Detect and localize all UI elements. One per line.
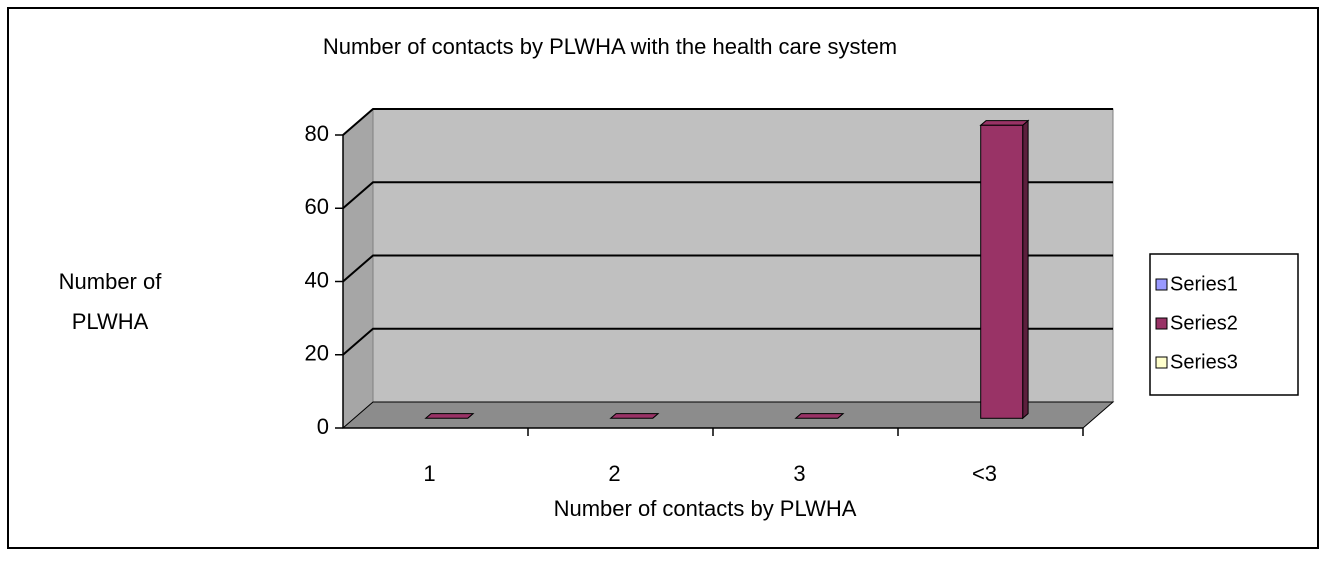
bar	[979, 119, 1030, 420]
legend-box	[1149, 253, 1299, 396]
bar-front	[980, 124, 1024, 419]
legend-label: Series3	[1170, 351, 1238, 373]
x-tick-label: <3	[972, 461, 997, 486]
bar-top	[979, 120, 1030, 126]
y-tick-label: 40	[305, 267, 329, 292]
bar-side	[1022, 119, 1029, 420]
bar-top	[424, 413, 475, 419]
bar-top	[609, 413, 660, 419]
legend-swatch	[1155, 317, 1168, 330]
legend-label: Series2	[1170, 312, 1238, 334]
grid-line	[342, 327, 1113, 356]
chart-title: Number of contacts by PLWHA with the hea…	[323, 34, 897, 59]
bar	[794, 413, 845, 419]
grid-line	[342, 181, 1113, 210]
y-axis-label: Number of PLWHA	[59, 269, 163, 334]
bar	[424, 413, 475, 419]
bar-top	[794, 413, 845, 419]
y-tick-label: 60	[305, 194, 329, 219]
y-tick-label: 80	[305, 121, 329, 146]
legend-swatch	[1155, 356, 1168, 369]
bar	[609, 413, 660, 419]
y-tick-label: 0	[317, 414, 329, 439]
grid-line	[342, 108, 1113, 136]
x-axis-label: Number of contacts by PLWHA	[554, 496, 857, 521]
legend-swatch	[1155, 278, 1168, 291]
x-tick-label: 1	[423, 461, 435, 486]
legend-label: Series1	[1170, 273, 1238, 295]
y-tick-label: 20	[305, 341, 329, 366]
grid-line	[342, 254, 1113, 283]
x-tick-label: 2	[608, 461, 620, 486]
x-tick-label: 3	[793, 461, 805, 486]
